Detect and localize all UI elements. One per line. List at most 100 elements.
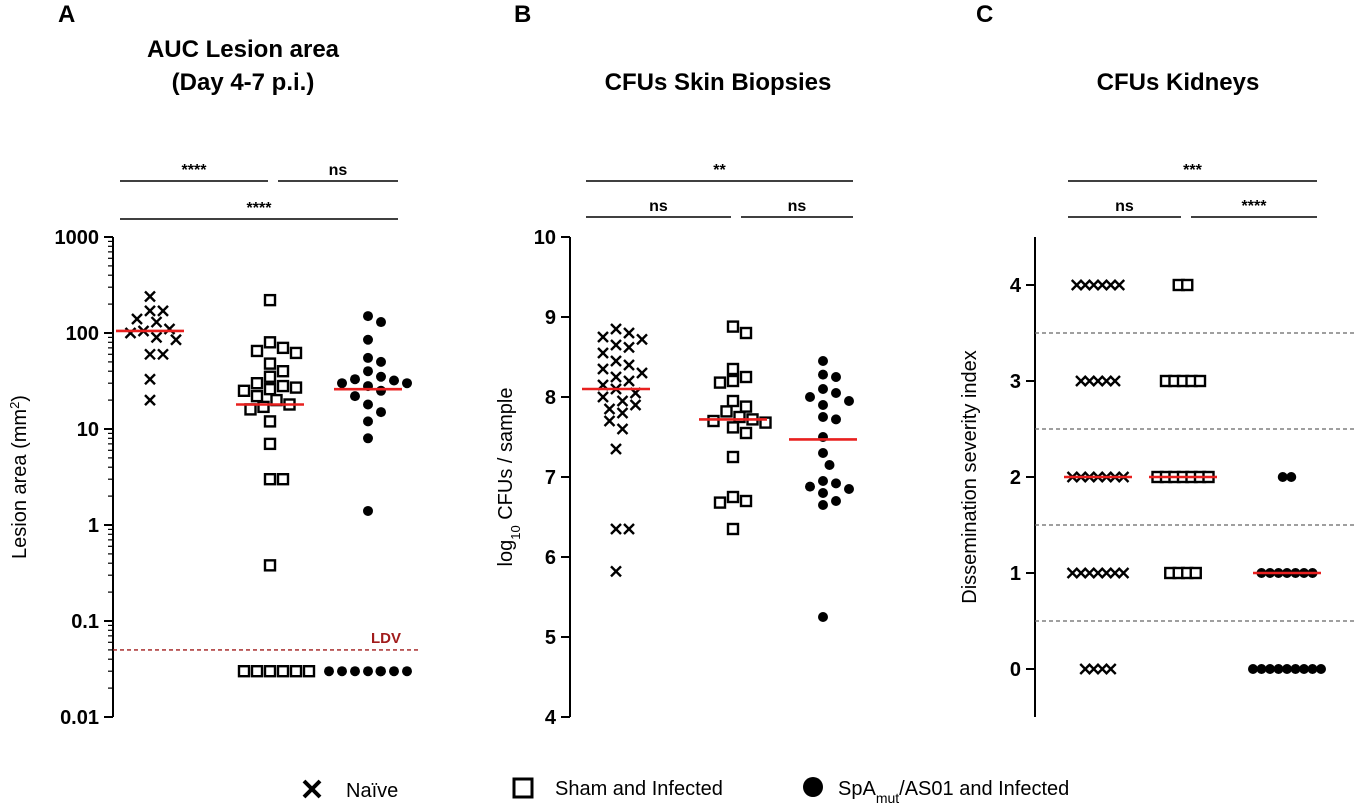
legend: Naïve Sham and Infected SpAmut/AS01 and … [304,777,1069,805]
data-point-circle [363,366,373,376]
data-point-cross [611,524,621,534]
significance-label: ns [649,198,668,215]
panel-a-letter: A [58,1,75,28]
data-point-square [265,337,275,347]
data-point-square [265,474,275,484]
panel-b-letter: B [514,1,531,28]
data-point-circle [389,376,399,386]
panel-b-y-axis-label: log10 CFUs / sample [495,388,523,567]
data-point-circle [818,412,828,422]
data-point-square [291,348,301,358]
y-tick-label: 10 [77,419,99,441]
data-point-cross [145,395,155,405]
data-point-square [265,372,275,382]
data-point-cross [145,291,155,301]
data-point-circle [831,372,841,382]
data-point-cross [611,340,621,350]
group-2-points [324,311,412,676]
data-point-cross [132,314,142,324]
data-point-square [291,383,301,393]
data-point-circle [818,488,828,498]
y-tick-label: 3 [1010,371,1021,393]
y-tick-label: 6 [545,547,556,569]
data-point-circle [844,484,854,494]
significance-label: **** [1242,198,1268,215]
data-point-circle [376,407,386,417]
data-point-square [265,416,275,426]
data-point-circle [363,433,373,443]
y-tick-label: 7 [545,467,556,489]
y-tick-label: 0.1 [71,611,99,633]
group-0-points [126,291,182,405]
data-point-cross [611,566,621,576]
data-point-circle [818,612,828,622]
data-point-cross [1114,280,1124,290]
data-point-cross [637,334,647,344]
data-point-square [722,406,732,416]
data-point-square [741,496,751,506]
data-point-circle [337,666,347,676]
data-point-square [715,378,725,388]
panel-a-y-axis-label: Lesion area (mm2) [7,395,32,559]
data-point-circle [324,666,334,676]
data-point-circle [825,460,835,470]
data-point-cross [158,349,168,359]
data-point-cross [598,332,608,342]
data-point-square [1182,280,1192,290]
legend-item-naive: Naïve [304,780,398,802]
data-point-square [278,343,288,353]
data-point-square [265,359,275,369]
data-point-cross [631,400,641,410]
significance-label: *** [1183,162,1202,179]
data-point-square [252,378,262,388]
data-point-circle [350,374,360,384]
data-point-square [728,376,738,386]
data-point-square [265,384,275,394]
data-point-cross [624,376,634,386]
significance-label: ns [788,198,807,215]
legend-label-spamut: SpAmut/AS01 and Infected [838,778,1069,805]
data-point-cross [618,396,628,406]
data-point-circle [363,399,373,409]
legend-label-sham: Sham and Infected [555,778,723,800]
data-point-cross [605,404,615,414]
y-tick-label: 10 [534,227,556,249]
data-point-square [265,666,275,676]
data-point-cross [624,328,634,338]
y-tick-label: 1 [88,515,99,537]
data-point-circle [363,506,373,516]
data-point-cross [152,332,162,342]
legend-item-sham: Sham and Infected [514,778,723,800]
data-point-circle [363,416,373,426]
data-point-square [265,560,275,570]
data-point-square [715,498,725,508]
data-point-square [709,416,719,426]
significance-label: ** [713,162,726,179]
y-tick-label: 1 [1010,563,1021,585]
legend-label-naive: Naïve [346,780,398,802]
y-tick-label: 9 [545,307,556,329]
y-tick-label: 8 [545,387,556,409]
data-point-square [278,666,288,676]
data-point-cross [618,408,628,418]
panel-a-title-line2: (Day 4-7 p.i.) [172,69,315,96]
panel-c: C CFUs Kidneys Dissemination severity in… [959,1,1355,717]
data-point-cross [598,364,608,374]
data-point-square [741,402,751,412]
data-point-cross [611,324,621,334]
circle-icon [803,777,823,797]
y-tick-label: 2 [1010,467,1021,489]
data-point-circle [376,317,386,327]
significance-label: **** [247,200,273,217]
data-point-cross [126,328,136,338]
legend-item-spamut: SpAmut/AS01 and Infected [803,777,1069,805]
data-point-cross [145,349,155,359]
data-point-square [728,396,738,406]
ldv-label: LDV [371,630,401,647]
y-tick-label: 4 [545,707,557,729]
significance-label: **** [182,162,208,179]
data-point-cross [624,524,634,534]
data-point-cross [1106,664,1116,674]
data-point-square [741,372,751,382]
data-point-cross [637,368,647,378]
